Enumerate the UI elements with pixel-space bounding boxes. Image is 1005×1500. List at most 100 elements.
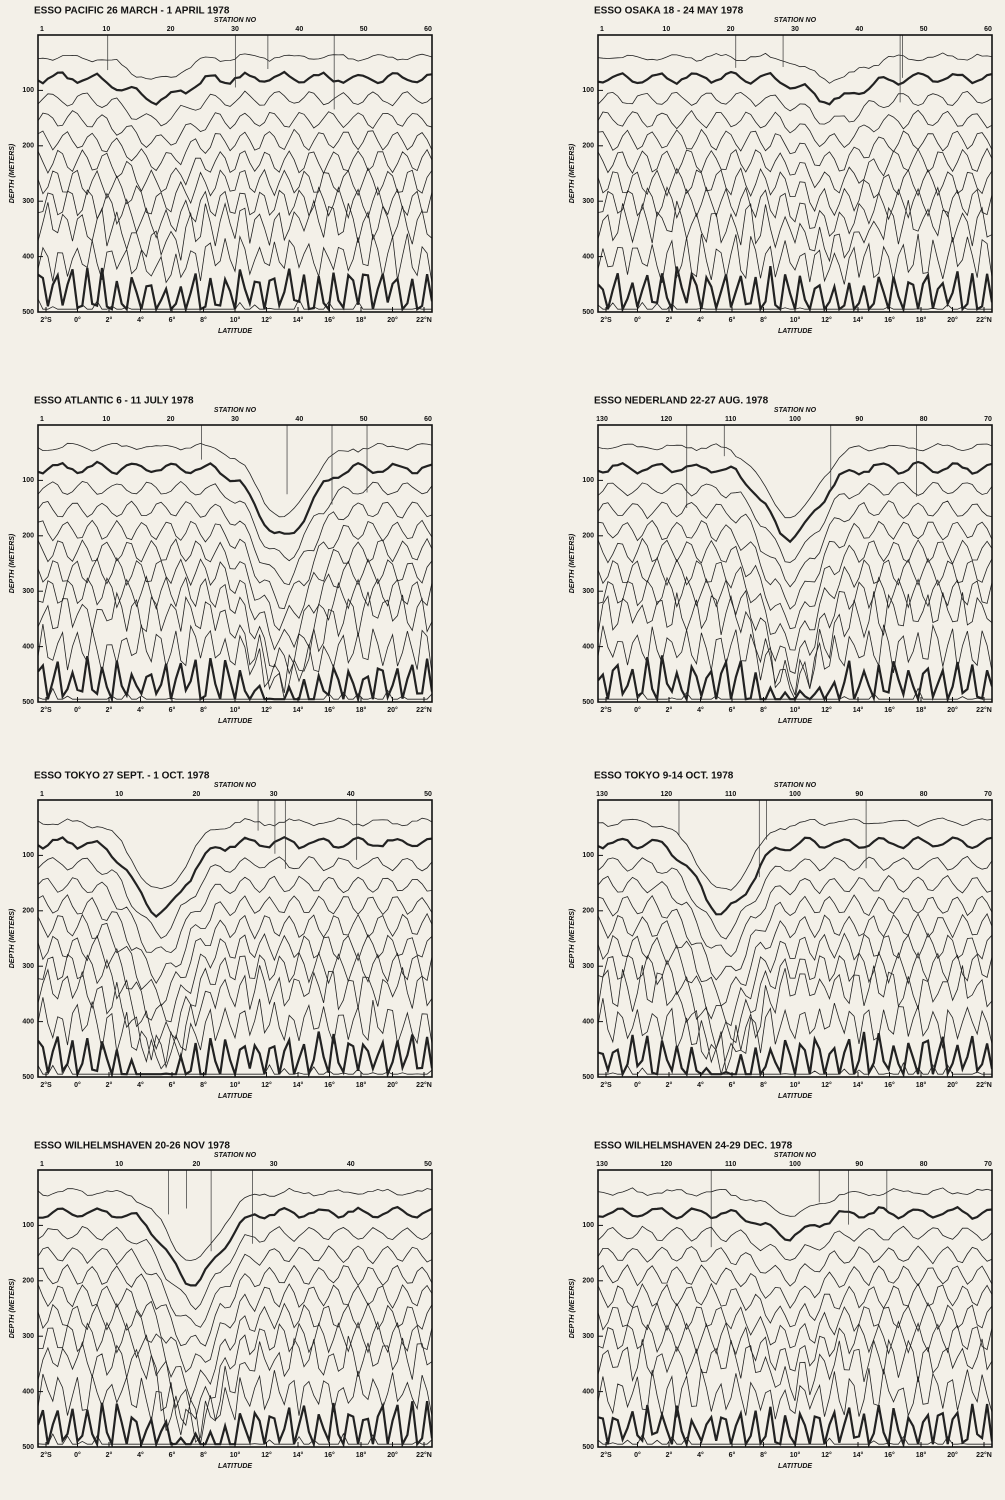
contour-line: [598, 444, 992, 518]
x-tick-label: 4°: [697, 1081, 704, 1089]
contour-line: [598, 92, 992, 125]
x-tick-label: 18°: [916, 706, 927, 714]
station-tick-label: 80: [920, 416, 928, 423]
station-tick-label: 110: [725, 1161, 736, 1168]
contour-line: [598, 462, 992, 542]
x-tick-label: 8°: [760, 1451, 767, 1459]
y-tick-label: 400: [582, 1018, 594, 1025]
x-tick-label: 8°: [200, 1451, 207, 1459]
x-tick-label: 4°: [137, 316, 144, 324]
y-tick-label: 500: [22, 699, 34, 706]
y-tick-label: 300: [582, 588, 594, 595]
station-tick-label: 20: [167, 26, 175, 33]
x-axis-label: LATITUDE: [218, 328, 252, 335]
x-tick-label: 2°S: [40, 1081, 52, 1089]
contour-line: [38, 876, 432, 952]
x-tick-label: 6°: [729, 316, 736, 324]
y-tick-label: 200: [582, 908, 594, 915]
x-tick-label: 14°: [853, 706, 864, 714]
y-axis-label: DEPTH (METERS): [569, 908, 576, 968]
station-tick-label: 110: [725, 416, 736, 423]
x-tick-label: 22°N: [976, 1451, 992, 1459]
x-tick-label: 12°: [261, 316, 272, 324]
x-tick-label: 2°S: [600, 706, 612, 714]
x-tick-label: 6°: [169, 1451, 176, 1459]
x-tick-label: 8°: [760, 316, 767, 324]
contour-line: [38, 1336, 432, 1442]
y-tick-label: 100: [22, 87, 34, 94]
contours: [38, 1170, 432, 1444]
x-tick-label: 2°S: [600, 1081, 612, 1089]
y-tick-label: 400: [22, 253, 34, 260]
contour-line: [38, 624, 432, 693]
contour-line: [38, 1322, 432, 1419]
contour-line: [598, 200, 992, 261]
station-tick-label: 30: [270, 791, 278, 798]
station-tick-label: 40: [347, 1161, 355, 1168]
contour-line: [38, 129, 432, 170]
x-tick-label: 0°: [634, 706, 641, 714]
y-axis-label: DEPTH (METERS): [9, 533, 16, 593]
x-tick-label: 20°: [387, 316, 398, 324]
station-label: STATION NO: [774, 782, 817, 789]
contour-line: [598, 501, 992, 587]
station-tick-label: 20: [193, 791, 201, 798]
y-tick-label: 500: [582, 699, 594, 706]
x-tick-label: 2°S: [40, 706, 52, 714]
x-tick-label: 10°: [230, 316, 241, 324]
plot-frame: [598, 1170, 992, 1447]
y-tick-label: 500: [22, 1444, 34, 1451]
contour-line: [38, 187, 432, 237]
station-tick-label: 80: [920, 791, 928, 798]
station-tick-label: 70: [984, 1161, 992, 1168]
y-tick-label: 200: [22, 143, 34, 150]
contour-line: [598, 130, 992, 172]
x-tick-label: 12°: [261, 1451, 272, 1459]
x-tick-label: 22°N: [416, 1081, 432, 1089]
contour-line: [38, 91, 432, 126]
contours: [598, 1170, 992, 1444]
station-tick-label: 70: [984, 416, 992, 423]
station-tick-label: 90: [855, 1161, 863, 1168]
station-tick-label: 50: [424, 791, 432, 798]
x-tick-label: 12°: [821, 316, 832, 324]
station-label: STATION NO: [774, 407, 817, 414]
y-tick-label: 100: [582, 87, 594, 94]
y-tick-label: 500: [22, 309, 34, 316]
contour-line: [38, 1370, 432, 1444]
station-tick-label: 40: [855, 26, 863, 33]
station-label: STATION NO: [774, 1152, 817, 1159]
x-tick-label: 2°: [106, 1451, 113, 1459]
contour-line: [598, 1265, 992, 1308]
x-tick-label: 2°S: [40, 316, 52, 324]
x-tick-label: 22°N: [976, 316, 992, 324]
contours: [38, 425, 432, 699]
panel: ESSO TOKYO 27 SEPT. - 1 OCT. 1978STATION…: [9, 771, 432, 1100]
station-tick-label: 10: [102, 26, 110, 33]
x-tick-label: 10°: [790, 706, 801, 714]
contour-line: [38, 965, 432, 1068]
station-tick-label: 10: [662, 26, 670, 33]
x-tick-label: 2°: [666, 1451, 673, 1459]
station-tick-label: 120: [660, 1161, 672, 1168]
x-tick-label: 2°S: [600, 1451, 612, 1459]
station-tick-label: 40: [295, 26, 303, 33]
station-tick-label: 10: [115, 1161, 123, 1168]
y-tick-label: 200: [582, 1278, 594, 1285]
x-tick-label: 22°N: [976, 706, 992, 714]
x-tick-label: 14°: [293, 706, 304, 714]
x-tick-label: 2°: [666, 1081, 673, 1089]
contour-line: [598, 625, 992, 695]
contour-line: [598, 591, 992, 699]
x-tick-label: 14°: [853, 1081, 864, 1089]
x-tick-label: 18°: [356, 316, 367, 324]
station-tick-label: 50: [920, 26, 928, 33]
x-tick-label: 4°: [137, 1451, 144, 1459]
station-tick-label: 90: [855, 791, 863, 798]
station-tick-label: 40: [347, 791, 355, 798]
contour-line: [598, 1246, 992, 1286]
y-tick-label: 300: [582, 963, 594, 970]
x-tick-label: 2°S: [600, 316, 612, 324]
x-tick-label: 22°N: [416, 316, 432, 324]
x-tick-label: 4°: [137, 706, 144, 714]
